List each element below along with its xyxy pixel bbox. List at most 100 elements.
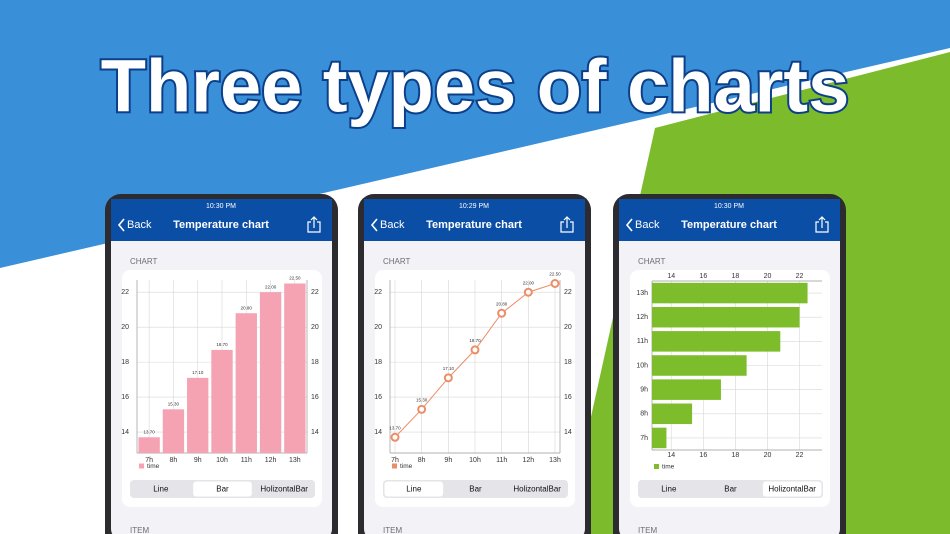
bar — [235, 313, 257, 453]
back-chevron[interactable] — [117, 218, 125, 232]
headline: Three types of charts — [101, 45, 849, 128]
share-icon[interactable] — [560, 216, 574, 233]
status-time: 10:30 PM — [714, 203, 744, 210]
bar — [162, 409, 185, 453]
segment[interactable]: Line — [153, 485, 169, 494]
x-tick-label: 10h — [216, 457, 228, 464]
x-tick-label: 9h — [194, 457, 202, 464]
y-tick-label: 18 — [374, 359, 382, 366]
share-icon[interactable] — [307, 216, 321, 233]
x-tick-label: 13h — [549, 457, 561, 464]
x-tick-label: 13h — [289, 457, 301, 464]
nav-bar — [364, 199, 585, 241]
point — [550, 278, 560, 288]
y-tick-label: 22 — [374, 289, 382, 296]
section-header: ITEM — [638, 526, 657, 534]
legend-swatch — [392, 463, 397, 469]
chart-card — [630, 270, 830, 507]
y-tick-label: 8h — [640, 411, 648, 418]
bar — [211, 349, 233, 453]
y-tick-label: 22 — [564, 289, 572, 296]
point — [523, 287, 533, 297]
y-tick-label: 18 — [121, 359, 129, 366]
x-tick-label: 7h — [145, 457, 153, 464]
point — [443, 373, 453, 383]
value-label: 20.80 — [496, 301, 508, 306]
value-label: 17.10 — [192, 370, 204, 375]
y-tick-label: 13h — [636, 290, 648, 297]
y-tick-label: 14 — [311, 429, 319, 436]
value-label: 18.70 — [216, 342, 228, 347]
bar — [284, 283, 306, 453]
x-tick-label: 7h — [391, 457, 399, 464]
segment[interactable]: HolizontalBar — [768, 485, 816, 494]
segment[interactable]: Bar — [216, 485, 229, 494]
share-icon[interactable] — [815, 216, 829, 233]
segment-selected — [193, 481, 252, 497]
x-tick-label: 12h — [522, 457, 534, 464]
legend-label: time — [662, 464, 675, 471]
segment[interactable]: Line — [661, 485, 677, 494]
value-label: 22.50 — [549, 272, 561, 277]
y-tick-label: 22 — [311, 289, 319, 296]
bar — [652, 282, 808, 304]
section-header: ITEM — [383, 526, 402, 534]
segment[interactable]: Bar — [724, 485, 737, 494]
back-chevron[interactable] — [370, 218, 378, 232]
y-tick-label: 10h — [636, 362, 648, 369]
nav-title: Temperature chart — [173, 219, 269, 231]
legend-swatch — [654, 464, 659, 469]
y-tick-label: 12h — [636, 314, 648, 321]
bar — [652, 427, 667, 449]
point — [470, 345, 480, 355]
status-time: 10:30 PM — [206, 203, 236, 210]
section-header: ITEM — [130, 526, 149, 534]
y-tick-label: 18 — [311, 359, 319, 366]
x-tick-label: 12h — [265, 457, 277, 464]
segment[interactable]: HolizontalBar — [260, 485, 308, 494]
y-tick-label: 7h — [640, 435, 648, 442]
nav-title: Temperature chart — [681, 219, 777, 231]
y-tick-label: 16 — [564, 394, 572, 401]
bar — [652, 403, 693, 425]
y-tick-label: 20 — [121, 324, 129, 331]
nav-title: Temperature chart — [426, 219, 522, 231]
value-label: 13.70 — [144, 429, 156, 434]
x-tick-label: 16 — [699, 452, 707, 459]
status-time: 10:29 PM — [459, 203, 489, 210]
point — [497, 308, 507, 318]
y-tick-label: 14 — [564, 429, 572, 436]
x-tick-label: 22 — [796, 452, 804, 459]
x-tick-label: 20 — [764, 273, 772, 280]
back-button[interactable]: Back — [635, 219, 660, 231]
segment-selected — [384, 481, 444, 497]
bar — [652, 355, 747, 376]
nav-bar — [111, 199, 332, 241]
point — [390, 432, 400, 442]
value-label: 22.50 — [289, 276, 301, 281]
y-tick-label: 16 — [121, 394, 129, 401]
section-header: CHART — [638, 257, 666, 266]
x-tick-label: 11h — [496, 457, 507, 464]
segment[interactable]: HolizontalBar — [513, 485, 561, 494]
section-header: CHART — [130, 257, 158, 266]
bar — [652, 306, 800, 328]
value-label: 15.30 — [416, 398, 428, 403]
segment[interactable]: Line — [406, 485, 422, 494]
bar — [652, 379, 721, 400]
back-chevron[interactable] — [625, 218, 633, 232]
value-label: 20.80 — [241, 305, 253, 310]
x-tick-label: 14 — [667, 452, 675, 459]
back-button[interactable]: Back — [380, 219, 405, 231]
back-button[interactable]: Back — [127, 219, 152, 231]
x-tick-label: 10h — [469, 457, 481, 464]
segment[interactable]: Bar — [469, 485, 482, 494]
x-tick-label: 9h — [444, 457, 452, 464]
bar — [138, 437, 160, 453]
x-tick-label: 8h — [170, 457, 178, 464]
bar — [652, 331, 781, 352]
value-label: 13.70 — [389, 425, 401, 430]
y-tick-label: 22 — [121, 289, 129, 296]
